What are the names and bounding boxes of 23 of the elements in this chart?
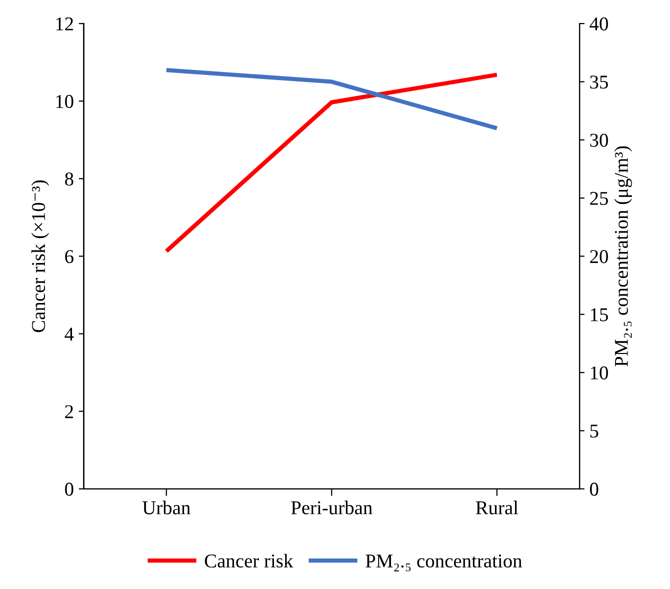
y-tick-label: 0 (65, 482, 74, 496)
legend-label: PM₂.₅ concentration (366, 554, 522, 572)
y-tick-label: 6 (65, 250, 74, 264)
y2-tick-label: 25 (590, 192, 608, 205)
legend-label: Cancer risk (204, 554, 294, 568)
y2-tick-label: 0 (590, 482, 598, 496)
y-tick-label: 12 (56, 17, 73, 30)
y2-tick-label: 30 (590, 134, 608, 147)
y2-tick-label: 15 (590, 308, 608, 322)
y2-tick-label: 20 (590, 250, 608, 264)
y-tick-label: 2 (65, 405, 73, 418)
y-axis-title: Cancer risk (×10⁻³) (31, 180, 50, 332)
y2-tick-label: 35 (590, 76, 608, 89)
y2-tick-label: 5 (590, 424, 598, 438)
x-tick-label: Peri-urban (291, 500, 372, 514)
y-tick-label: 4 (64, 328, 74, 341)
y2-tick-label: 10 (590, 366, 608, 380)
x-tick-label: Rural (476, 500, 518, 514)
y-tick-label: 8 (65, 172, 74, 186)
x-tick-label: Urban (142, 500, 190, 514)
y2-tick-label: 40 (590, 17, 608, 30)
y-tick-label: 10 (56, 94, 74, 108)
y2-axis-title: PM₂.₅ concentration (μg/m³) (614, 146, 632, 366)
